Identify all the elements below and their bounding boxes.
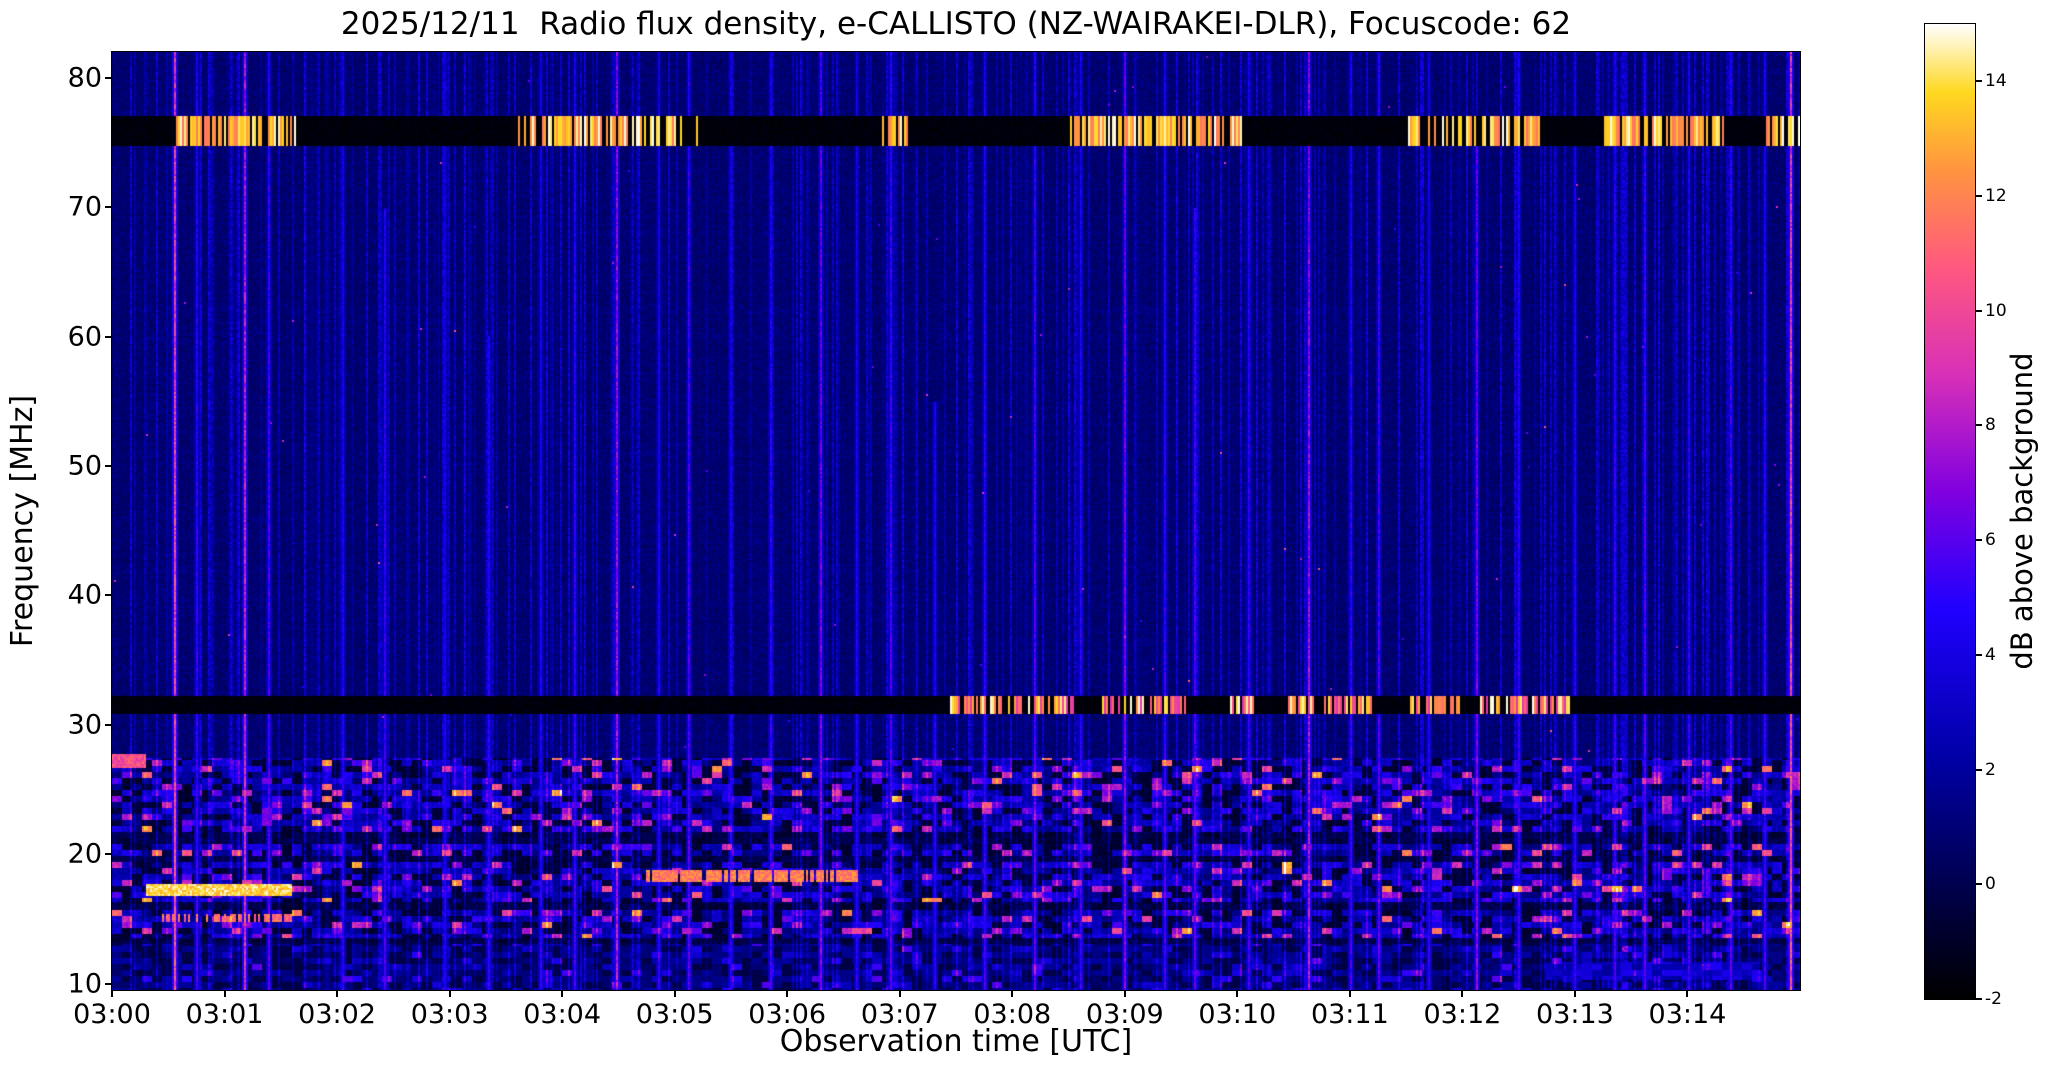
y-tick-mark [105, 76, 112, 79]
colorbar-tick-label: -2 [1985, 989, 2002, 1009]
colorbar-tick-mark [1976, 195, 1982, 198]
x-tick-mark [1686, 990, 1689, 997]
x-tick-mark [1236, 990, 1239, 997]
colorbar-canvas [1925, 24, 1975, 999]
y-tick-mark [105, 206, 112, 209]
x-tick-label: 03:04 [523, 999, 602, 1030]
colorbar-label: dB above background [2005, 352, 2039, 670]
x-tick-label: 03:05 [635, 999, 714, 1030]
x-tick-mark [898, 990, 901, 997]
x-tick-mark [1573, 990, 1576, 997]
x-tick-label: 03:02 [298, 999, 376, 1030]
colorbar-tick-mark [1976, 424, 1982, 427]
y-tick-mark [105, 465, 112, 467]
x-tick-mark [1461, 990, 1464, 997]
chart-title: 2025/12/11 Radio flux density, e-CALLIST… [340, 6, 1572, 42]
plot-frame [111, 51, 1801, 991]
colorbar-tick-mark [1976, 998, 1982, 1000]
colorbar-tick-label: 6 [1985, 530, 1996, 551]
x-tick-label: 03:08 [973, 999, 1052, 1030]
x-tick-mark [561, 990, 564, 997]
x-tick-label: 03:00 [73, 999, 151, 1030]
colorbar-frame [1924, 23, 1976, 1000]
y-tick-mark [105, 982, 112, 985]
x-tick-mark [1011, 990, 1014, 997]
x-tick-label: 03:03 [410, 999, 489, 1030]
x-tick-mark [111, 990, 113, 997]
y-tick-label: 40 [67, 579, 102, 611]
colorbar-tick-mark [1976, 653, 1982, 656]
x-tick-label: 03:14 [1648, 999, 1727, 1030]
y-tick-label: 60 [67, 321, 102, 353]
y-tick-mark [105, 723, 112, 726]
x-tick-label: 03:12 [1423, 999, 1502, 1030]
x-tick-mark [673, 990, 676, 997]
colorbar-tick-label: 8 [1985, 415, 1996, 436]
x-tick-label: 03:06 [748, 999, 827, 1030]
x-tick-mark [336, 990, 339, 997]
colorbar-tick-mark [1976, 768, 1982, 771]
x-tick-label: 03:01 [185, 999, 264, 1030]
colorbar-tick-label: 12 [1985, 186, 2007, 207]
x-tick-mark [786, 990, 789, 997]
y-tick-label: 20 [67, 838, 102, 870]
colorbar-tick-mark [1976, 309, 1982, 312]
colorbar-tick-label: 10 [1985, 300, 2007, 321]
x-axis-label: Observation time [UTC] [779, 1024, 1133, 1059]
x-tick-label: 03:11 [1310, 999, 1389, 1030]
x-tick-label: 03:10 [1198, 999, 1277, 1030]
y-tick-label: 30 [67, 709, 102, 741]
y-tick-label: 80 [67, 62, 102, 94]
colorbar-tick-mark [1976, 80, 1982, 83]
y-tick-label: 70 [67, 191, 102, 223]
y-tick-mark [105, 335, 112, 338]
spectrogram-canvas [112, 52, 1800, 990]
x-tick-label: 03:09 [1085, 999, 1164, 1030]
colorbar-tick-label: 14 [1985, 71, 2007, 92]
colorbar-tick-mark [1976, 883, 1982, 886]
colorbar-tick-label: 0 [1985, 874, 1996, 895]
colorbar-tick-label: 4 [1985, 644, 1996, 665]
x-tick-label: 03:07 [860, 999, 939, 1030]
x-tick-mark [1123, 990, 1126, 997]
x-tick-mark [1348, 990, 1351, 997]
y-tick-label: 50 [67, 450, 102, 482]
y-tick-mark [105, 853, 112, 856]
x-tick-mark [223, 990, 226, 997]
colorbar-tick-label: 2 [1985, 759, 1996, 780]
x-tick-label: 03:13 [1536, 999, 1614, 1030]
y-tick-label: 10 [67, 968, 102, 1000]
x-tick-mark [448, 990, 451, 997]
colorbar-tick-mark [1976, 539, 1982, 542]
y-tick-mark [105, 594, 112, 597]
